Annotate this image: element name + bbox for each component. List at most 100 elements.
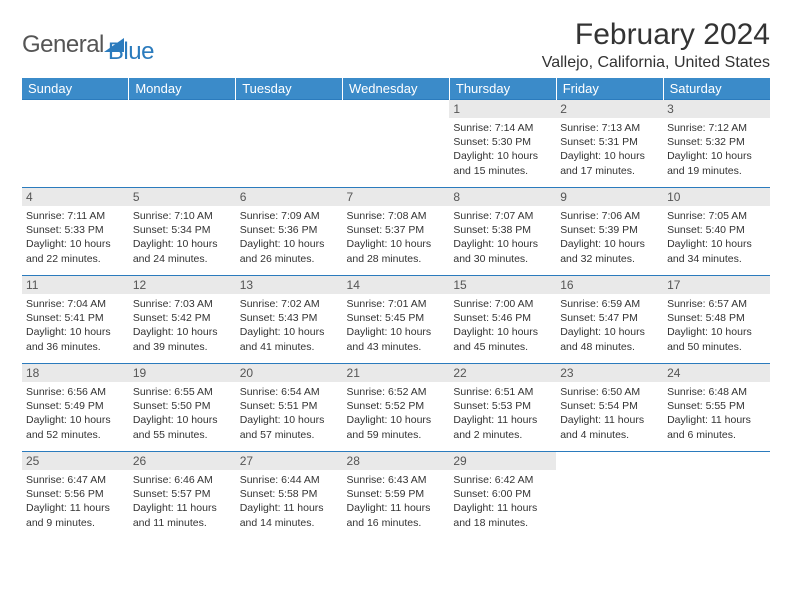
sunset-text: Sunset: 5:56 PM: [26, 487, 125, 501]
daylight-text: Daylight: 10 hours and 57 minutes.: [240, 413, 339, 441]
calendar-day-cell: 17Sunrise: 6:57 AMSunset: 5:48 PMDayligh…: [663, 276, 770, 364]
daylight-text: Daylight: 10 hours and 39 minutes.: [133, 325, 232, 353]
calendar-day-cell: 12 Sunrise: 7:03 AMSunset: 5:42 PMDayligh…: [129, 276, 236, 364]
sunset-text: Sunset: 5:32 PM: [667, 135, 766, 149]
day-info: Sunrise: 7:14 AMSunset: 5:30 PMDaylight:…: [453, 121, 552, 178]
daylight-text: Daylight: 10 hours and 50 minutes.: [667, 325, 766, 353]
logo-text-blue: Blue: [108, 38, 154, 66]
daylight-text: Daylight: 10 hours and 22 minutes.: [26, 237, 125, 265]
calendar-day-cell: 16Sunrise: 6:59 AMSunset: 5:47 PMDayligh…: [556, 276, 663, 364]
sunset-text: Sunset: 5:30 PM: [453, 135, 552, 149]
day-number: 12: [129, 276, 236, 294]
daylight-text: Daylight: 10 hours and 55 minutes.: [133, 413, 232, 441]
daylight-text: Daylight: 10 hours and 41 minutes.: [240, 325, 339, 353]
calendar-day-cell: 2Sunrise: 7:13 AMSunset: 5:31 PMDaylight…: [556, 100, 663, 188]
day-number: 23: [556, 364, 663, 382]
sunset-text: Sunset: 5:58 PM: [240, 487, 339, 501]
month-title: February 2024: [542, 18, 770, 52]
daylight-text: Daylight: 10 hours and 43 minutes.: [347, 325, 446, 353]
day-number: 18: [22, 364, 129, 382]
day-number: 11: [22, 276, 129, 294]
daylight-text: Daylight: 10 hours and 36 minutes.: [26, 325, 125, 353]
sunrise-text: Sunrise: 6:42 AM: [453, 473, 552, 487]
day-number: 3: [663, 100, 770, 118]
calendar-day-cell: 1Sunrise: 7:14 AMSunset: 5:30 PMDaylight…: [449, 100, 556, 188]
sunrise-text: Sunrise: 7:01 AM: [347, 297, 446, 311]
sunset-text: Sunset: 5:47 PM: [560, 311, 659, 325]
sunrise-text: Sunrise: 7:05 AM: [667, 209, 766, 223]
day-number-empty: [22, 100, 129, 118]
sunset-text: Sunset: 5:57 PM: [133, 487, 232, 501]
day-info: Sunrise: 6:48 AMSunset: 5:55 PMDaylight:…: [667, 385, 766, 442]
sunrise-text: Sunrise: 7:04 AM: [26, 297, 125, 311]
sunset-text: Sunset: 5:46 PM: [453, 311, 552, 325]
day-number: 20: [236, 364, 343, 382]
daylight-text: Daylight: 10 hours and 59 minutes.: [347, 413, 446, 441]
day-number: 26: [129, 452, 236, 470]
calendar-week-row: 11Sunrise: 7:04 AMSunset: 5:41 PMDayligh…: [22, 276, 770, 364]
day-number: 6: [236, 188, 343, 206]
sunrise-text: Sunrise: 7:06 AM: [560, 209, 659, 223]
day-info: Sunrise: 6:52 AMSunset: 5:52 PMDaylight:…: [347, 385, 446, 442]
day-info: Sunrise: 6:50 AMSunset: 5:54 PMDaylight:…: [560, 385, 659, 442]
daylight-text: Daylight: 10 hours and 30 minutes.: [453, 237, 552, 265]
daylight-text: Daylight: 10 hours and 15 minutes.: [453, 149, 552, 177]
sunset-text: Sunset: 5:53 PM: [453, 399, 552, 413]
sunset-text: Sunset: 5:42 PM: [133, 311, 232, 325]
calendar-table: SundayMondayTuesdayWednesdayThursdayFrid…: [22, 78, 770, 540]
day-number-empty: [236, 100, 343, 118]
sunrise-text: Sunrise: 6:55 AM: [133, 385, 232, 399]
day-info: Sunrise: 7:11 AMSunset: 5:33 PMDaylight:…: [26, 209, 125, 266]
calendar-day-cell: 24Sunrise: 6:48 AMSunset: 5:55 PMDayligh…: [663, 364, 770, 452]
sunset-text: Sunset: 5:38 PM: [453, 223, 552, 237]
weekday-header: Wednesday: [343, 78, 450, 100]
daylight-text: Daylight: 10 hours and 17 minutes.: [560, 149, 659, 177]
sunset-text: Sunset: 5:34 PM: [133, 223, 232, 237]
day-info: Sunrise: 7:06 AMSunset: 5:39 PMDaylight:…: [560, 209, 659, 266]
day-number-empty: [129, 100, 236, 118]
day-info: Sunrise: 7:02 AMSunset: 5:43 PMDaylight:…: [240, 297, 339, 354]
day-info: Sunrise: 6:46 AMSunset: 5:57 PMDaylight:…: [133, 473, 232, 530]
daylight-text: Daylight: 10 hours and 19 minutes.: [667, 149, 766, 177]
day-info: Sunrise: 6:57 AMSunset: 5:48 PMDaylight:…: [667, 297, 766, 354]
sunrise-text: Sunrise: 6:54 AM: [240, 385, 339, 399]
daylight-text: Daylight: 10 hours and 34 minutes.: [667, 237, 766, 265]
calendar-week-row: 4Sunrise: 7:11 AMSunset: 5:33 PMDaylight…: [22, 188, 770, 276]
day-info: Sunrise: 6:42 AMSunset: 6:00 PMDaylight:…: [453, 473, 552, 530]
calendar-day-cell: [236, 100, 343, 188]
day-number: 2: [556, 100, 663, 118]
sunrise-text: Sunrise: 6:52 AM: [347, 385, 446, 399]
sunrise-text: Sunrise: 7:03 AM: [133, 297, 232, 311]
day-info: Sunrise: 6:56 AMSunset: 5:49 PMDaylight:…: [26, 385, 125, 442]
day-info: Sunrise: 6:51 AMSunset: 5:53 PMDaylight:…: [453, 385, 552, 442]
sunrise-text: Sunrise: 6:47 AM: [26, 473, 125, 487]
weekday-header: Saturday: [663, 78, 770, 100]
sunrise-text: Sunrise: 7:08 AM: [347, 209, 446, 223]
daylight-text: Daylight: 11 hours and 4 minutes.: [560, 413, 659, 441]
sunset-text: Sunset: 5:39 PM: [560, 223, 659, 237]
header: General Blue February 2024 Vallejo, Cali…: [22, 18, 770, 72]
logo: General Blue: [22, 24, 154, 66]
day-info: Sunrise: 6:44 AMSunset: 5:58 PMDaylight:…: [240, 473, 339, 530]
daylight-text: Daylight: 11 hours and 18 minutes.: [453, 501, 552, 529]
sunset-text: Sunset: 6:00 PM: [453, 487, 552, 501]
weekday-header: Sunday: [22, 78, 129, 100]
calendar-day-cell: 27 Sunrise: 6:44 AMSunset: 5:58 PMDayligh…: [236, 452, 343, 540]
calendar-body: 1Sunrise: 7:14 AMSunset: 5:30 PMDaylight…: [22, 100, 770, 540]
day-info: Sunrise: 7:10 AMSunset: 5:34 PMDaylight:…: [133, 209, 232, 266]
day-info: Sunrise: 7:12 AMSunset: 5:32 PMDaylight:…: [667, 121, 766, 178]
day-info: Sunrise: 6:55 AMSunset: 5:50 PMDaylight:…: [133, 385, 232, 442]
sunset-text: Sunset: 5:54 PM: [560, 399, 659, 413]
calendar-day-cell: [129, 100, 236, 188]
day-number-empty: [343, 100, 450, 118]
calendar-day-cell: 15Sunrise: 7:00 AMSunset: 5:46 PMDayligh…: [449, 276, 556, 364]
daylight-text: Daylight: 10 hours and 45 minutes.: [453, 325, 552, 353]
sunset-text: Sunset: 5:45 PM: [347, 311, 446, 325]
sunrise-text: Sunrise: 6:57 AM: [667, 297, 766, 311]
day-number: 27: [236, 452, 343, 470]
day-info: Sunrise: 7:08 AMSunset: 5:37 PMDaylight:…: [347, 209, 446, 266]
sunset-text: Sunset: 5:52 PM: [347, 399, 446, 413]
sunset-text: Sunset: 5:43 PM: [240, 311, 339, 325]
calendar-day-cell: 26 Sunrise: 6:46 AMSunset: 5:57 PMDayligh…: [129, 452, 236, 540]
sunset-text: Sunset: 5:49 PM: [26, 399, 125, 413]
